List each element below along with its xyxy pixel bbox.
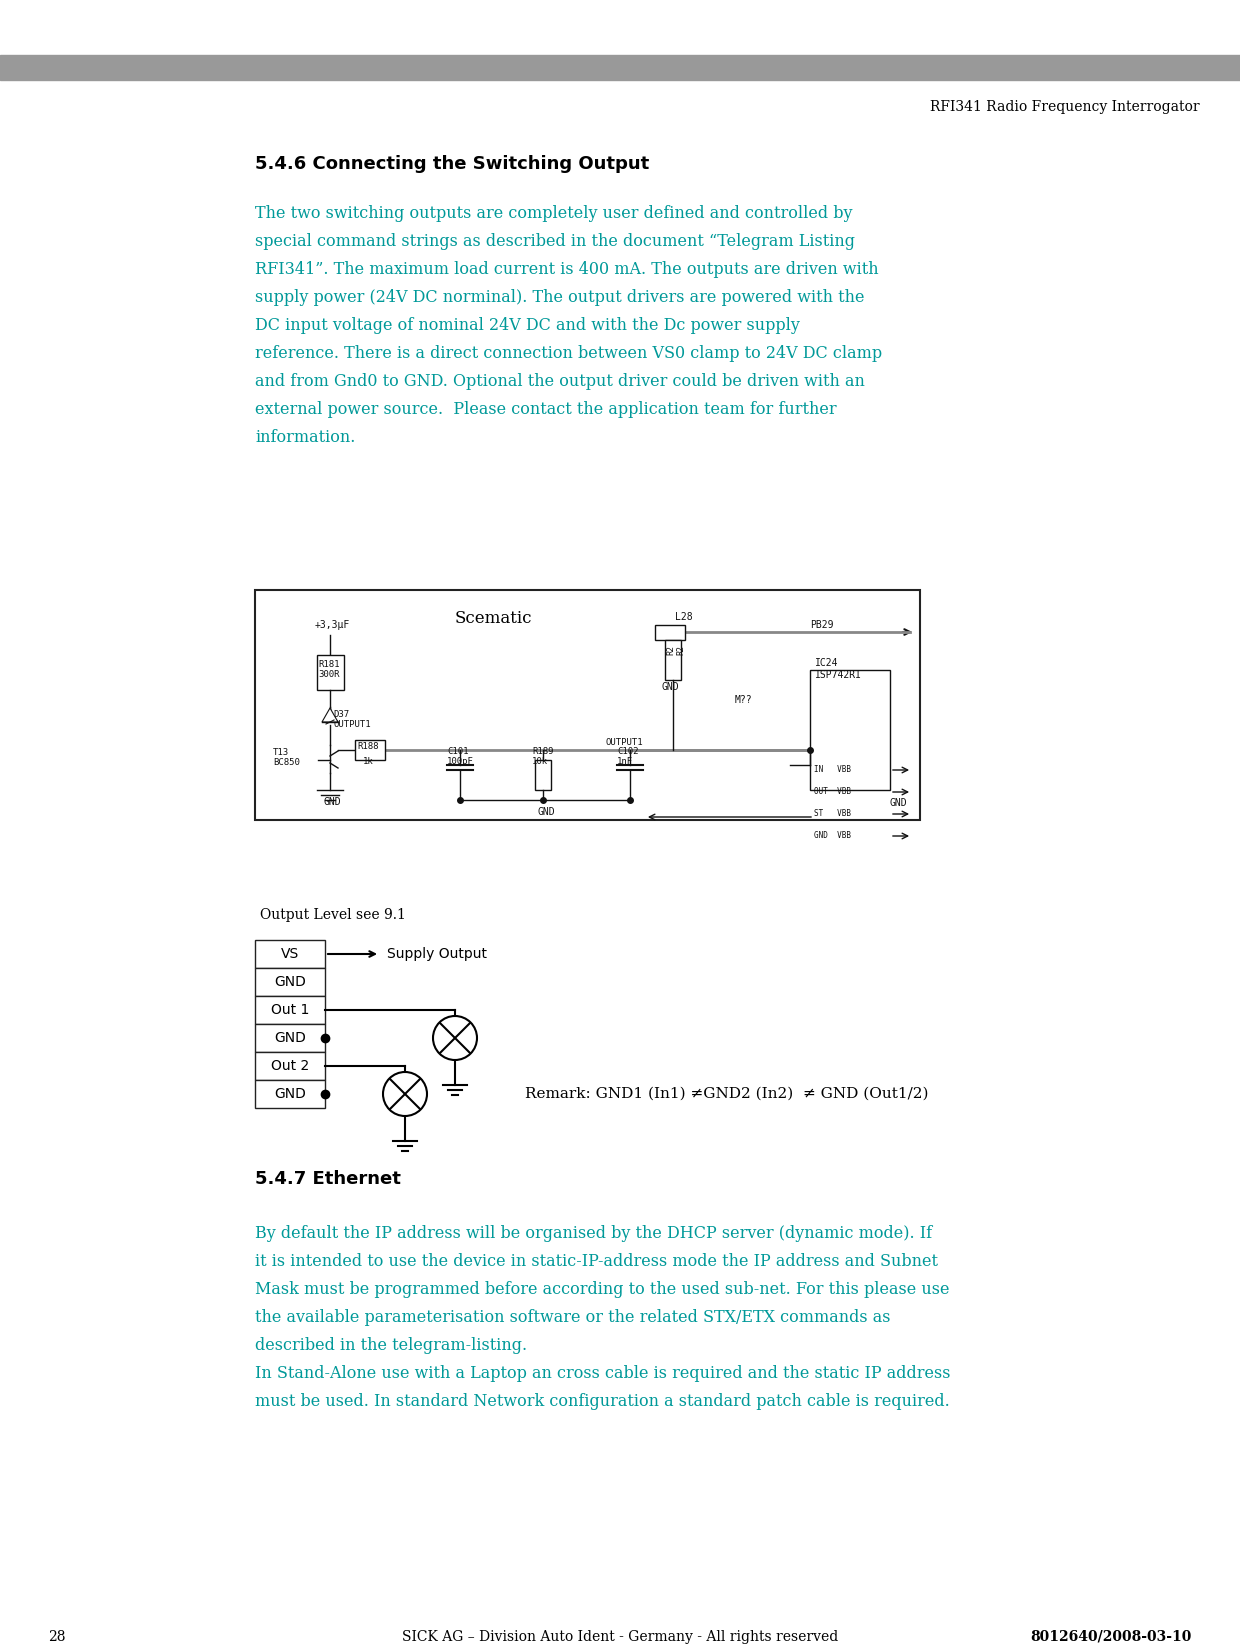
Text: 5.4.6 Connecting the Switching Output: 5.4.6 Connecting the Switching Output	[255, 155, 650, 173]
Text: Supply Output: Supply Output	[387, 947, 487, 961]
Text: The two switching outputs are completely user defined and controlled by
special : The two switching outputs are completely…	[255, 205, 882, 446]
Bar	[355, 740, 384, 760]
Bar	[255, 996, 325, 1024]
Text: Output Level see 9.1: Output Level see 9.1	[260, 909, 405, 922]
Text: C101
100pF: C101 100pF	[446, 747, 474, 767]
Text: PB29: PB29	[810, 620, 833, 629]
Text: 1k: 1k	[363, 757, 373, 767]
Bar	[665, 639, 681, 681]
Text: +3,3µF: +3,3µF	[315, 620, 350, 629]
Text: R188: R188	[357, 742, 378, 752]
Text: R2
R2: R2 R2	[666, 644, 686, 654]
Bar	[255, 590, 920, 819]
Text: Out 2: Out 2	[270, 1059, 309, 1074]
Text: OUTPUT1: OUTPUT1	[334, 720, 371, 729]
Text: 5.4.7 Ethernet: 5.4.7 Ethernet	[255, 1170, 401, 1188]
Bar	[255, 968, 325, 996]
Text: VS: VS	[281, 947, 299, 961]
Text: GND: GND	[537, 806, 554, 818]
Text: By default the IP address will be organised by the DHCP server (dynamic mode). I: By default the IP address will be organi…	[255, 1226, 951, 1411]
Bar	[655, 624, 684, 639]
Text: Out 1: Out 1	[270, 1003, 309, 1018]
Text: M??: M??	[735, 695, 753, 705]
Text: R181
300R: R181 300R	[317, 661, 340, 679]
Polygon shape	[322, 709, 339, 722]
Circle shape	[383, 1072, 427, 1117]
Text: GND: GND	[662, 682, 680, 692]
Text: ST   VBB: ST VBB	[813, 809, 851, 818]
Text: L28: L28	[675, 611, 693, 623]
Text: T13
BC850: T13 BC850	[273, 748, 300, 768]
Text: Scematic: Scematic	[455, 610, 532, 628]
Bar	[0, 55, 1240, 79]
Text: GND: GND	[274, 1031, 306, 1046]
Text: D37: D37	[334, 710, 350, 719]
Text: GND: GND	[274, 1087, 306, 1100]
Bar	[317, 654, 343, 691]
Text: RFI341 Radio Frequency Interrogator: RFI341 Radio Frequency Interrogator	[930, 101, 1200, 114]
Text: GND: GND	[322, 796, 341, 806]
Bar	[255, 1052, 325, 1080]
Text: 8012640/2008-03-10: 8012640/2008-03-10	[1030, 1631, 1192, 1644]
Text: GND  VBB: GND VBB	[813, 831, 851, 839]
Text: OUT  VBB: OUT VBB	[813, 786, 851, 796]
Bar	[255, 1024, 325, 1052]
Text: GND: GND	[890, 798, 908, 808]
Bar	[810, 671, 890, 790]
Text: Remark: GND1 (In1) ≠GND2 (In2)  ≠ GND (Out1/2): Remark: GND1 (In1) ≠GND2 (In2) ≠ GND (Ou…	[525, 1087, 929, 1100]
Text: 28: 28	[48, 1631, 66, 1644]
Text: IN   VBB: IN VBB	[813, 765, 851, 775]
Text: IC24
ISP742RI: IC24 ISP742RI	[815, 657, 862, 679]
Text: R189
10k: R189 10k	[532, 747, 553, 767]
Text: C102
1nF: C102 1nF	[618, 747, 639, 767]
Bar	[255, 940, 325, 968]
Bar	[255, 1080, 325, 1108]
Bar	[534, 760, 551, 790]
Text: GND: GND	[274, 975, 306, 990]
Text: SICK AG – Division Auto Ident - Germany - All rights reserved: SICK AG – Division Auto Ident - Germany …	[402, 1631, 838, 1644]
Circle shape	[433, 1016, 477, 1061]
Text: OUTPUT1: OUTPUT1	[605, 738, 642, 747]
